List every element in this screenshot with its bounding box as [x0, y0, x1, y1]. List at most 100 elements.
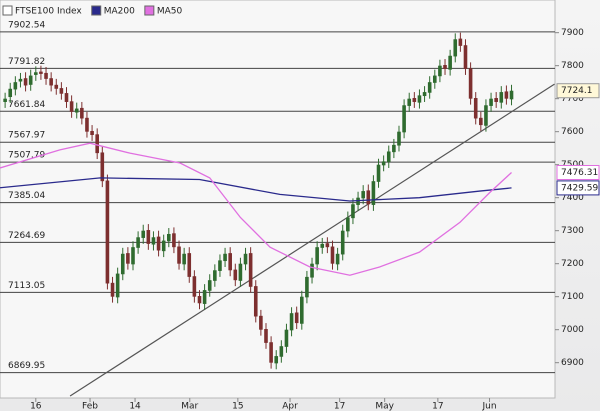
candle-body — [448, 55, 452, 70]
candle-body — [233, 269, 238, 281]
candle-body — [126, 253, 130, 264]
candle-body — [248, 253, 253, 287]
level-label: 7264.69 — [8, 231, 45, 241]
candle-body — [44, 72, 48, 79]
y-tick-label: 7100 — [561, 292, 584, 302]
ma-line — [0, 177, 512, 202]
candle-body — [356, 197, 360, 205]
x-tick-label: 14 — [129, 402, 141, 411]
value-box — [556, 83, 600, 99]
x-tick-label: 17 — [334, 402, 345, 411]
level-label: 7661.84 — [8, 100, 45, 110]
candle-body — [310, 263, 314, 278]
candle-body — [473, 98, 478, 119]
candle-body — [305, 276, 309, 298]
candle-body — [509, 90, 514, 100]
candle-body — [371, 181, 376, 205]
candle-body — [284, 329, 289, 347]
y-tick-label: 6900 — [561, 358, 584, 368]
candle-body — [289, 313, 294, 331]
value-box-label: 7476.31 — [561, 168, 598, 178]
candle-body — [146, 230, 151, 244]
candle-body — [39, 71, 43, 74]
value-box-label: 7429.59 — [561, 183, 598, 193]
candle-body — [315, 247, 319, 265]
candle-body — [64, 93, 69, 102]
candle-body — [105, 180, 110, 284]
candle-body — [259, 315, 263, 330]
legend-swatch — [144, 5, 155, 16]
candle-body — [494, 98, 498, 102]
candle-body — [438, 65, 442, 77]
candle-body — [330, 246, 335, 264]
candle-body — [49, 78, 53, 86]
candle-body — [18, 78, 23, 82]
candle-body — [156, 236, 161, 251]
x-tick-label: Mar — [181, 402, 198, 411]
y-tick-label: 7400 — [561, 193, 584, 203]
level-label: 7791.82 — [8, 57, 45, 67]
legend-item: MA50 — [144, 5, 183, 17]
candle-body — [95, 134, 99, 154]
candle-body — [484, 105, 488, 126]
candle-body — [243, 253, 248, 265]
candle-body — [69, 101, 74, 112]
candle-body — [299, 296, 304, 324]
candle-body — [340, 230, 345, 255]
x-tick-label: 16 — [30, 402, 42, 411]
candle-body — [479, 117, 483, 126]
x-tick-label: 17 — [432, 402, 443, 411]
candle-body — [325, 243, 330, 248]
legend-label: MA50 — [157, 7, 183, 17]
y-tick-label: 7800 — [561, 61, 584, 71]
candle-body — [187, 253, 192, 277]
level-label: 7902.54 — [8, 20, 45, 30]
candle-body — [253, 286, 258, 317]
trendline — [69, 83, 555, 397]
legend-item: MA200 — [91, 5, 135, 17]
candle-body — [192, 276, 197, 297]
candle-body — [54, 84, 59, 89]
x-tick-label: Jun — [481, 402, 496, 411]
candle-body — [131, 247, 135, 265]
candle-body — [120, 253, 125, 275]
x-tick-label: Apr — [282, 402, 298, 411]
candle-body — [320, 243, 325, 248]
value-box-label: 7724.1 — [561, 86, 593, 96]
level-label: 6869.95 — [8, 361, 45, 371]
candle-body — [264, 329, 268, 343]
legend-swatch — [2, 5, 13, 16]
candle-body — [136, 237, 140, 248]
candle-body — [172, 233, 176, 248]
candle-body — [274, 356, 279, 364]
candle-body — [85, 117, 89, 132]
value-box — [556, 164, 600, 180]
candle-body — [74, 108, 79, 113]
candle-body — [422, 92, 427, 97]
candle-body — [8, 88, 13, 98]
candle-body — [294, 312, 299, 324]
candle-body — [197, 296, 202, 304]
candle-body — [376, 164, 381, 182]
y-tick-label: 7300 — [561, 226, 584, 236]
y-tick-label: 7700 — [561, 94, 584, 104]
legend-label: MA200 — [104, 7, 135, 17]
candle-body — [59, 88, 64, 94]
candle-body — [228, 253, 232, 271]
y-tick-label: 7600 — [561, 127, 584, 137]
x-tick-label: 15 — [232, 402, 243, 411]
candle-body — [141, 230, 146, 238]
candle-body — [489, 98, 493, 106]
y-tick-label: 7000 — [561, 325, 584, 335]
candle-body — [279, 346, 284, 357]
candle-body — [381, 161, 386, 166]
candle-body — [34, 72, 38, 75]
candle-body — [110, 282, 115, 297]
x-tick-label: Feb — [82, 402, 98, 411]
candle-body — [463, 45, 468, 69]
y-tick-label: 7900 — [561, 28, 584, 38]
candle-body — [177, 246, 181, 264]
candle-body — [468, 68, 473, 99]
legend-swatch — [91, 5, 102, 16]
